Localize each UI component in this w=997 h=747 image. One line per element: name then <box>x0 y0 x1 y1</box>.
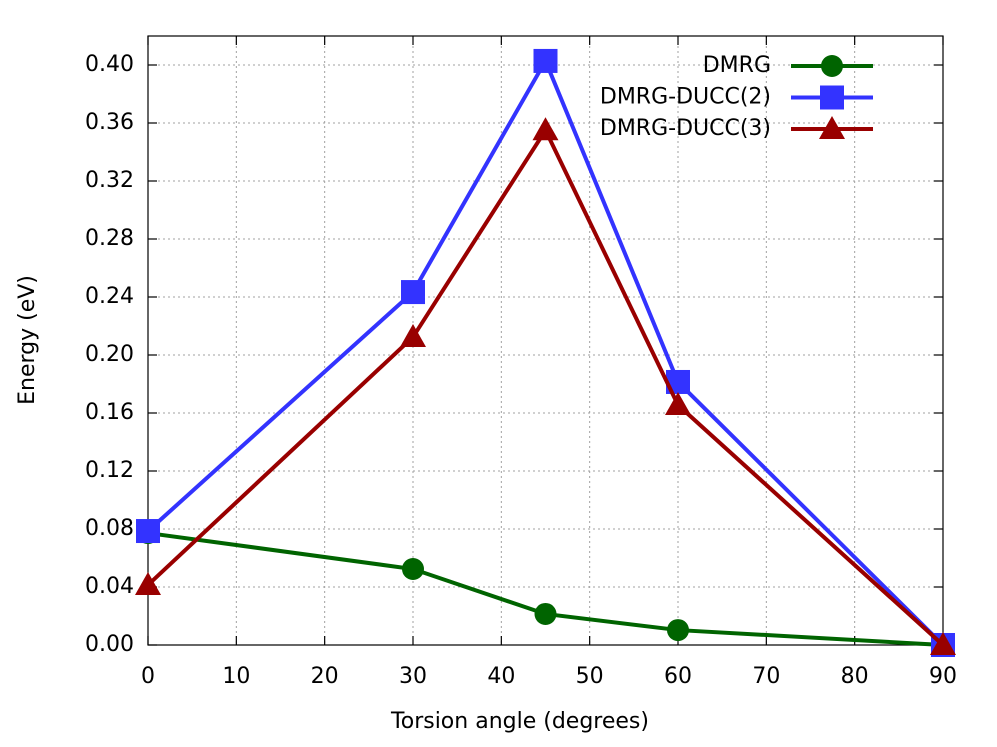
series-line <box>146 126 945 647</box>
x-tick-label: 60 <box>664 664 692 689</box>
y-tick-label: 0.20 <box>85 342 134 367</box>
x-tick-label: 70 <box>752 664 780 689</box>
marker <box>667 619 689 642</box>
legend-marker <box>821 55 843 77</box>
marker <box>402 558 424 581</box>
legend-marker <box>820 85 844 110</box>
series-line <box>147 531 944 647</box>
x-tick-label: 0 <box>141 664 155 689</box>
x-tick-label: 30 <box>399 664 427 689</box>
marker <box>136 519 160 544</box>
y-tick-label: 0.40 <box>85 52 134 77</box>
marker <box>533 48 558 73</box>
x-tick-label: 20 <box>311 664 339 689</box>
marker <box>135 571 161 595</box>
x-tick-label: 40 <box>487 664 515 689</box>
y-tick-label: 0.08 <box>85 516 134 541</box>
y-tick-label: 0.24 <box>85 284 134 309</box>
y-tick-label: 0.32 <box>85 168 134 193</box>
legend-label: DMRG-DUCC(2) <box>600 85 771 110</box>
y-tick-label: 0.12 <box>85 458 134 483</box>
legend-marker <box>819 116 845 139</box>
y-tick-label: 0.04 <box>85 574 134 599</box>
marker <box>534 602 557 625</box>
marker <box>532 117 559 141</box>
x-tick-label: 50 <box>576 664 604 689</box>
y-axis-label: Energy (eV) <box>15 275 40 405</box>
x-tick-label: 80 <box>841 664 869 689</box>
marker <box>665 392 691 416</box>
marker <box>401 280 425 305</box>
x-tick-label: 90 <box>929 664 957 689</box>
plot-frame <box>147 35 944 646</box>
x-tick-label: 10 <box>222 664 250 689</box>
y-tick-label: 0.28 <box>85 226 134 251</box>
marker <box>400 324 426 348</box>
y-tick-label: 0.16 <box>85 400 134 425</box>
legend-label: DMRG <box>703 53 771 78</box>
series-line <box>146 56 945 647</box>
y-tick-label: 0.00 <box>85 632 134 657</box>
marker <box>930 632 956 655</box>
y-tick-label: 0.36 <box>85 110 134 135</box>
x-axis-label: Torsion angle (degrees) <box>390 709 649 734</box>
legend-label: DMRG-DUCC(3) <box>600 116 771 141</box>
